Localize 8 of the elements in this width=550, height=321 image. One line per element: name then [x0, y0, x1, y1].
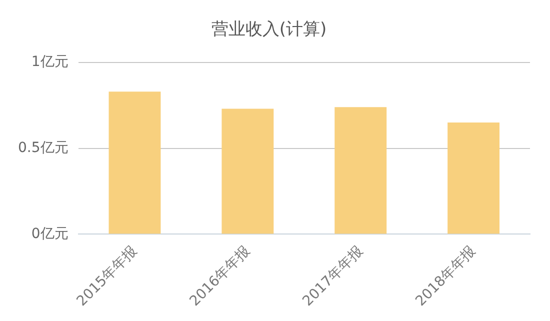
bar [222, 108, 274, 234]
y-tick-label: 0.5亿元 [18, 140, 68, 156]
bar [448, 122, 500, 234]
bar [334, 107, 387, 234]
y-tick-label: 0亿元 [31, 226, 68, 242]
y-tick-label: 1亿元 [31, 54, 68, 70]
chart-title: 营业收入(计算) [211, 20, 327, 40]
bar [108, 92, 161, 234]
